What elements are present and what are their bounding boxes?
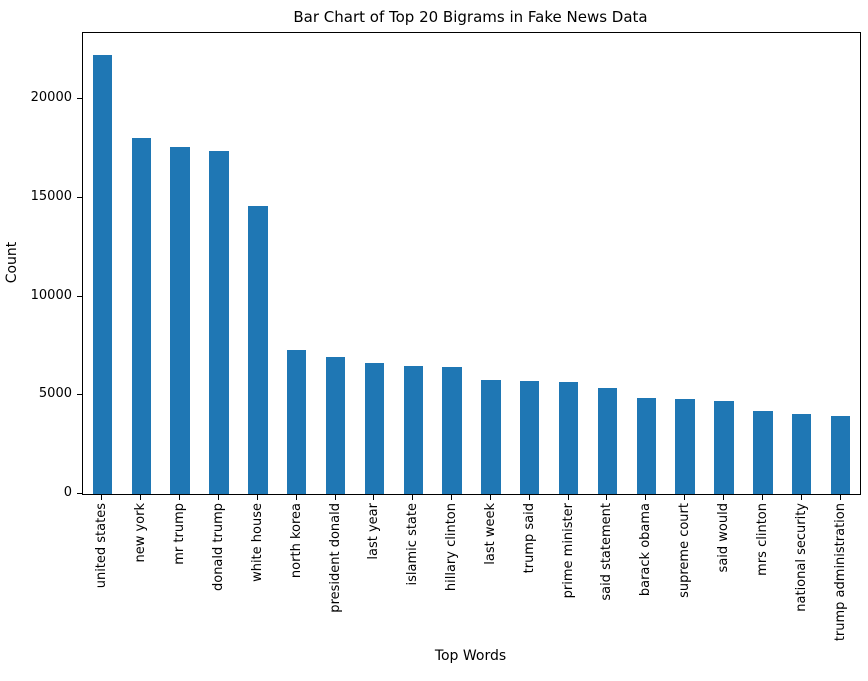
x-tick-label: last year <box>366 503 382 560</box>
plot-area <box>82 32 861 495</box>
x-tick-mark <box>334 495 336 500</box>
bar-north-korea <box>286 349 307 494</box>
bar-mrs-clinton <box>753 411 773 494</box>
x-tick-mark <box>489 495 491 500</box>
bar-national-security <box>792 414 812 494</box>
x-tick-mark <box>839 495 841 500</box>
bar-white-house <box>248 205 268 494</box>
x-axis-label: Top Words <box>434 648 507 664</box>
bar-united-states <box>92 54 113 494</box>
bar-trump-said <box>520 380 540 494</box>
x-tick-label: hillary clinton <box>444 503 460 592</box>
x-tick-mark <box>295 495 297 500</box>
x-tick-mark <box>761 495 763 500</box>
x-tick-label: prime minister <box>560 503 576 599</box>
x-tick-mark <box>723 495 725 500</box>
bar-islamic-state <box>403 365 423 494</box>
x-tick-mark <box>451 495 453 500</box>
x-tick-label: national security <box>793 503 809 612</box>
bar-last-year <box>364 362 385 494</box>
x-tick-label: islamic state <box>405 503 421 586</box>
bar-president-donald <box>325 356 346 494</box>
x-tick-mark <box>800 495 802 500</box>
chart-title: Bar Chart of Top 20 Bigrams in Fake News… <box>293 8 648 26</box>
y-tick-label: 5000 <box>38 386 72 402</box>
bar-last-week <box>481 379 501 494</box>
x-tick-mark <box>412 495 414 500</box>
x-tick-label: white house <box>249 503 265 582</box>
bar-barack-obama <box>636 398 657 494</box>
y-tick-label: 0 <box>63 485 72 500</box>
x-tick-label: barack obama <box>638 503 654 597</box>
x-tick-label: said statement <box>599 503 615 601</box>
x-tick-mark <box>256 495 258 500</box>
bar-trump-administration <box>830 416 851 494</box>
y-tick-label: 10000 <box>30 287 72 303</box>
x-tick-label: donald trump <box>210 503 226 592</box>
x-tick-mark <box>217 495 219 500</box>
y-tick-mark <box>77 196 82 198</box>
y-tick-label: 20000 <box>30 90 72 106</box>
x-tick-label: mrs clinton <box>754 503 770 576</box>
x-tick-label: said would <box>716 503 732 573</box>
x-tick-label: trump said <box>521 503 537 574</box>
x-tick-mark <box>567 495 569 500</box>
x-tick-mark <box>528 495 530 500</box>
x-tick-mark <box>101 495 103 500</box>
x-tick-label: united states <box>94 503 110 589</box>
x-tick-label: last week <box>482 503 498 565</box>
y-tick-mark <box>77 493 82 494</box>
bar-prime-minister <box>558 381 579 494</box>
bar-supreme-court <box>675 399 695 494</box>
x-tick-label: trump administration <box>832 503 848 642</box>
bar-hillary-clinton <box>442 366 462 494</box>
y-tick-mark <box>77 394 82 396</box>
x-tick-mark <box>140 495 142 500</box>
x-tick-label: supreme court <box>677 503 693 598</box>
x-tick-label: new york <box>133 503 149 563</box>
bar-new-york <box>131 137 151 494</box>
x-tick-mark <box>606 495 608 500</box>
x-tick-label: president donald <box>327 503 343 613</box>
bar-said-would <box>714 401 734 494</box>
bar-donald-trump <box>209 150 229 494</box>
x-tick-mark <box>684 495 686 500</box>
x-tick-label: north korea <box>288 503 304 579</box>
bar-said-statement <box>597 388 618 494</box>
y-tick-mark <box>77 295 82 297</box>
x-tick-mark <box>179 495 181 500</box>
y-tick-label: 15000 <box>30 188 72 204</box>
x-tick-mark <box>645 495 647 500</box>
x-tick-label: mr trump <box>172 503 188 565</box>
bar-mr-trump <box>170 146 190 494</box>
y-tick-mark <box>77 98 82 100</box>
x-tick-mark <box>373 495 375 500</box>
